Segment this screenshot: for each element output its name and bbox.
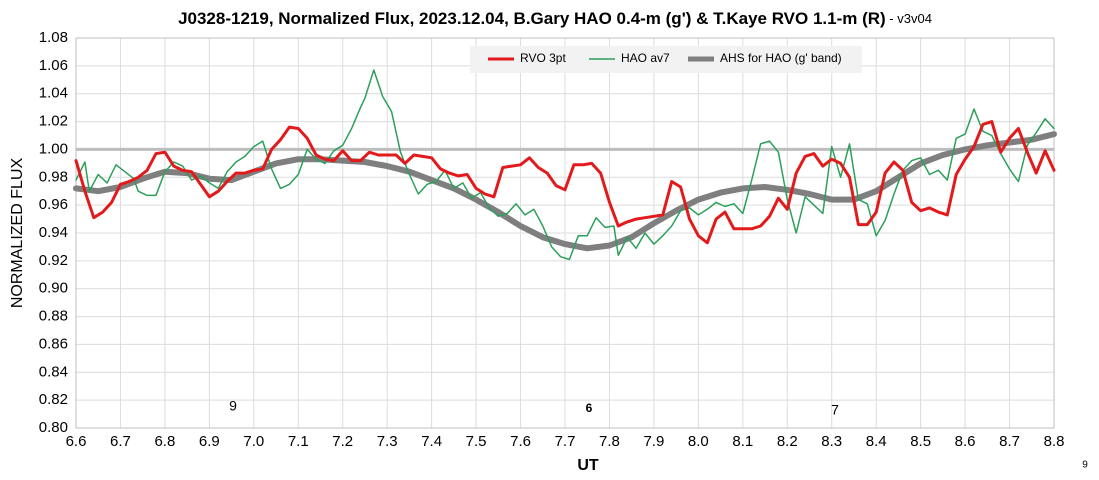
series-line: [75, 69, 1055, 261]
y-axis-label: NORMALIZED FLUX: [9, 158, 26, 309]
x-tick-label: 7.6: [510, 433, 531, 450]
series-line: [74, 120, 1056, 245]
y-tick-label: 0.82: [39, 391, 68, 408]
y-tick-label: 0.96: [39, 196, 68, 213]
x-tick-label: 8.0: [688, 433, 709, 450]
x-tick-label: 7.3: [377, 433, 398, 450]
y-tick-label: 0.84: [39, 363, 68, 380]
x-tick-label: 6.6: [66, 433, 87, 450]
y-tick-label: 1.00: [39, 140, 68, 157]
x-tick-label: 8.5: [910, 433, 931, 450]
annotation: 6: [586, 401, 593, 415]
x-tick-label: 6.9: [199, 433, 220, 450]
y-tick-label: 0.86: [39, 335, 68, 352]
x-tick-label: 7.4: [421, 433, 442, 450]
x-tick-label: 8.7: [999, 433, 1020, 450]
plot-frame: [75, 37, 1055, 429]
x-tick-label: 7.1: [288, 433, 309, 450]
y-tick-label: 0.94: [39, 224, 68, 241]
x-tick-label: 8.3: [821, 433, 842, 450]
x-tick-label: 7.7: [555, 433, 576, 450]
x-tick-label: 8.1: [732, 433, 753, 450]
x-tick-label: 8.4: [866, 433, 887, 450]
y-tick-label: 0.90: [39, 280, 68, 297]
y-tick-label: 0.88: [39, 308, 68, 325]
chart-subtitle: - v3v04: [886, 11, 932, 26]
x-tick-label: 7.8: [599, 433, 620, 450]
x-tick-label: 7.2: [332, 433, 353, 450]
x-tick-label: 6.8: [154, 433, 175, 450]
annotation: 7: [831, 402, 839, 418]
x-axis-label: UT: [577, 457, 599, 474]
x-tick-label: 7.0: [243, 433, 264, 450]
x-tick-label: 7.9: [643, 433, 664, 450]
y-tick-label: 0.80: [39, 419, 68, 436]
annotation: 9: [229, 398, 237, 414]
y-tick-label: 0.98: [39, 168, 68, 185]
x-tick-label: 8.6: [955, 433, 976, 450]
y-tick-label: 0.92: [39, 252, 68, 269]
y-tick-label: 1.06: [39, 57, 68, 74]
legend-label: AHS for HAO (g' band): [720, 51, 842, 65]
legend-label: RVO 3pt: [520, 51, 566, 65]
legend: RVO 3pt HAO av7 AHS for HAO (g' band): [470, 46, 862, 73]
chart-title-group: J0328-1219, Normalized Flux, 2023.12.04,…: [178, 9, 932, 28]
legend-box: [470, 46, 862, 73]
y-tick-label: 1.04: [39, 85, 68, 102]
annotation: 9: [1082, 460, 1088, 471]
x-tick-label: 7.5: [466, 433, 487, 450]
x-tick-label: 8.8: [1044, 433, 1065, 450]
series-line: [73, 131, 1057, 252]
legend-label: HAO av7: [621, 51, 670, 65]
y-tick-label: 1.08: [39, 29, 68, 46]
y-tick-label: 1.02: [39, 113, 68, 130]
x-tick-label: 8.2: [777, 433, 798, 450]
x-tick-label: 6.7: [110, 433, 131, 450]
chart-title: J0328-1219, Normalized Flux, 2023.12.04,…: [178, 9, 886, 28]
